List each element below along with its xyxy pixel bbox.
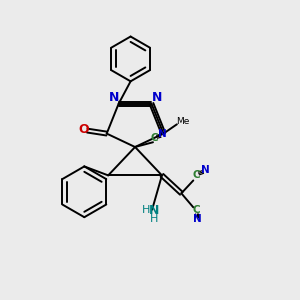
Text: N: N (194, 214, 202, 224)
Text: N: N (158, 129, 167, 139)
Text: N: N (152, 91, 162, 103)
Text: H: H (142, 205, 150, 215)
Text: C: C (193, 205, 200, 215)
Text: H: H (150, 214, 158, 224)
Text: C: C (151, 133, 158, 143)
Text: C: C (193, 170, 200, 180)
Text: N: N (149, 204, 159, 217)
Text: O: O (78, 123, 89, 136)
Text: Me: Me (176, 116, 190, 125)
Text: N: N (109, 91, 119, 103)
Text: N: N (201, 165, 210, 175)
